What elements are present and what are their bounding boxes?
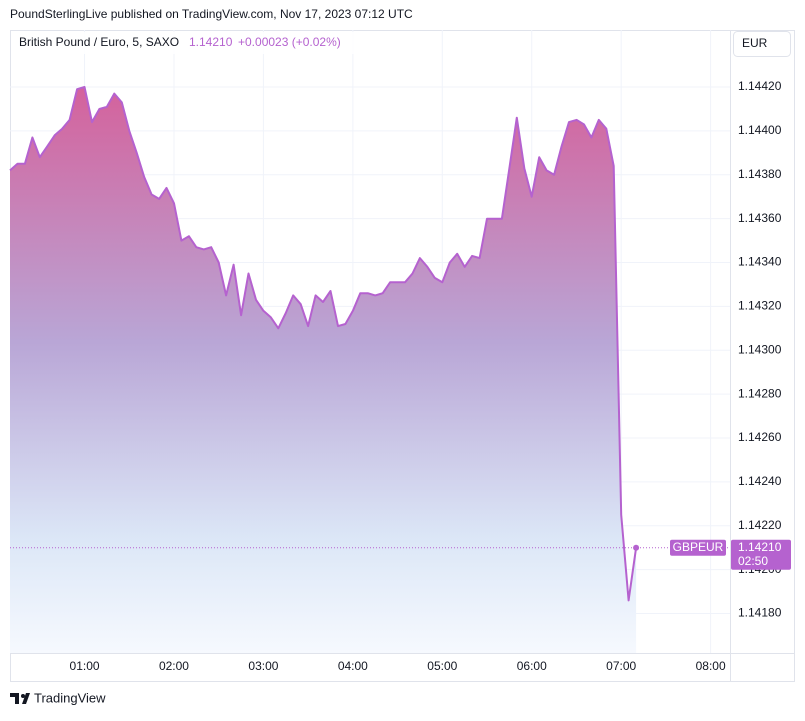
currency-label[interactable]: EUR xyxy=(742,36,768,50)
price-line xyxy=(9,86,638,602)
y-tick-label: 1.14300 xyxy=(738,342,782,356)
price-tag xyxy=(731,539,791,570)
publish-caption: PoundSterlingLive published on TradingVi… xyxy=(10,7,413,21)
y-tick-label: 1.14320 xyxy=(738,299,782,313)
brand-logo xyxy=(10,693,30,704)
x-tick-label: 03:00 xyxy=(248,659,278,673)
x-tick-label: 06:00 xyxy=(517,659,547,673)
area-fill xyxy=(10,87,637,653)
y-tick-label: 1.14420 xyxy=(738,79,782,93)
x-tick-label: 02:00 xyxy=(159,659,189,673)
last-point xyxy=(633,544,640,551)
x-tick-label: 04:00 xyxy=(338,659,368,673)
brand-name: TradingView xyxy=(34,690,106,705)
y-tick-label: 1.14240 xyxy=(738,474,782,488)
legend-bg xyxy=(18,32,358,54)
symbol-title: British Pound / Euro, 5, SAXO xyxy=(19,35,179,49)
symbol-tag xyxy=(670,539,726,556)
y-tick-label: 1.14340 xyxy=(738,255,782,269)
x-tick-label: 05:00 xyxy=(427,659,457,673)
y-tick-label: 1.14220 xyxy=(738,518,782,532)
y-tick-label: 1.14260 xyxy=(738,430,782,444)
x-tick-label: 01:00 xyxy=(70,659,100,673)
plot xyxy=(9,86,730,653)
y-tick-label: 1.14360 xyxy=(738,211,782,225)
x-tick-label: 07:00 xyxy=(606,659,636,673)
x-tick-label: 08:00 xyxy=(696,659,726,673)
price-tag-label: 1.14210 xyxy=(738,540,782,554)
y-tick-label: 1.14180 xyxy=(738,606,782,620)
y-tick-label: 1.14400 xyxy=(738,123,782,137)
legend-change: +0.00023 (+0.02%) xyxy=(238,35,341,49)
y-tick-label: 1.14280 xyxy=(738,386,782,400)
symbol-tag-label: GBPEUR xyxy=(673,540,724,554)
currency-button[interactable] xyxy=(733,31,791,57)
countdown-label: 02:50 xyxy=(738,554,768,568)
y-tick-label: 1.14380 xyxy=(738,167,782,181)
legend-price: 1.14210 xyxy=(189,35,233,49)
